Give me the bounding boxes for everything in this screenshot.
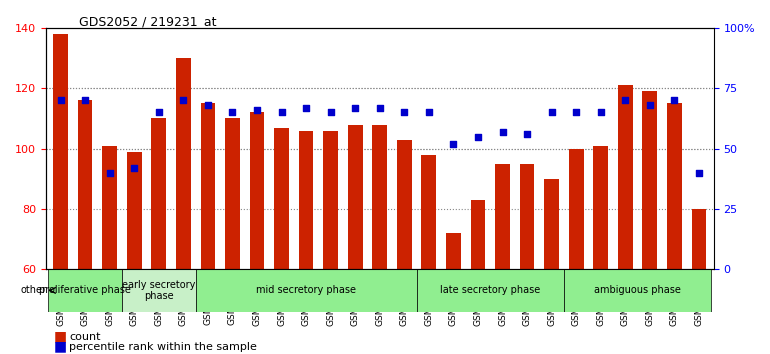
Bar	[348, 125, 363, 269]
Bar	[667, 103, 681, 269]
Bar	[102, 145, 117, 269]
Bar	[397, 139, 412, 269]
Text: ■: ■	[54, 339, 67, 353]
Point	[177, 98, 189, 103]
Bar	[200, 103, 216, 269]
Bar	[446, 233, 460, 269]
Bar	[78, 101, 92, 269]
Point	[300, 105, 313, 110]
Point	[693, 170, 705, 176]
Text: mid secretory phase: mid secretory phase	[256, 285, 356, 295]
Point	[152, 110, 165, 115]
Point	[447, 141, 460, 147]
Bar	[373, 125, 387, 269]
Bar	[564, 269, 711, 312]
Point	[619, 98, 631, 103]
Point	[55, 98, 67, 103]
Bar	[49, 269, 122, 312]
Point	[668, 98, 681, 103]
Point	[423, 110, 435, 115]
Point	[644, 102, 656, 108]
Bar	[569, 149, 584, 269]
Text: other: other	[20, 285, 46, 295]
Point	[251, 107, 263, 113]
Bar	[299, 131, 313, 269]
Bar	[417, 269, 564, 312]
Point	[594, 110, 607, 115]
Text: proliferative phase: proliferative phase	[39, 285, 131, 295]
Text: ■: ■	[54, 329, 67, 343]
Bar	[495, 164, 510, 269]
Point	[398, 110, 410, 115]
Bar	[249, 113, 264, 269]
Point	[226, 110, 239, 115]
Bar	[642, 91, 657, 269]
Bar	[274, 127, 289, 269]
Text: ambiguous phase: ambiguous phase	[594, 285, 681, 295]
Point	[128, 165, 140, 171]
Point	[324, 110, 336, 115]
Point	[472, 134, 484, 139]
Bar	[53, 34, 68, 269]
Text: GDS2052 / 219231_at: GDS2052 / 219231_at	[79, 15, 216, 28]
Text: early secretory
phase: early secretory phase	[122, 280, 196, 301]
Bar	[122, 269, 196, 312]
Bar	[225, 119, 239, 269]
Bar	[544, 179, 559, 269]
Bar	[691, 209, 706, 269]
Point	[103, 170, 116, 176]
Point	[202, 102, 214, 108]
Point	[373, 105, 386, 110]
Point	[79, 98, 92, 103]
Bar	[594, 145, 608, 269]
Bar	[127, 152, 142, 269]
Text: count: count	[69, 332, 101, 342]
Bar	[470, 200, 485, 269]
Point	[545, 110, 557, 115]
Point	[521, 131, 533, 137]
Bar	[618, 85, 633, 269]
Bar	[152, 119, 166, 269]
Text: late secretory phase: late secretory phase	[440, 285, 541, 295]
Point	[349, 105, 361, 110]
Point	[570, 110, 582, 115]
Bar	[520, 164, 534, 269]
Bar	[323, 131, 338, 269]
Bar	[421, 155, 437, 269]
Bar	[176, 58, 191, 269]
Point	[497, 129, 509, 135]
Point	[276, 110, 288, 115]
Bar	[196, 269, 417, 312]
Text: percentile rank within the sample: percentile rank within the sample	[69, 342, 257, 353]
